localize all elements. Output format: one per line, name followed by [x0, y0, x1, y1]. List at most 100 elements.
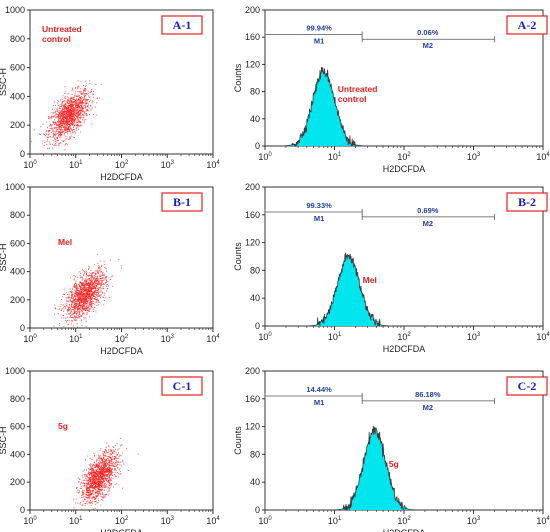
- scatter-dot: [99, 260, 101, 262]
- scatter-dot: [74, 125, 75, 127]
- scatter-dot: [71, 297, 73, 299]
- scatter-dot: [88, 474, 90, 476]
- scatter-dot: [94, 279, 96, 281]
- scatter-dot: [108, 471, 109, 473]
- scatter-dot: [60, 127, 62, 129]
- scatter-dot: [83, 304, 85, 306]
- scatter-dot: [62, 124, 63, 126]
- scatter-dot: [97, 484, 98, 485]
- scatter-dot: [56, 141, 58, 143]
- scatter-dot: [85, 105, 86, 107]
- scatter-dot: [110, 457, 112, 459]
- scatter-dot: [92, 279, 94, 281]
- scatter-dot: [67, 309, 69, 311]
- scatter-dot: [62, 123, 64, 125]
- histogram-fill: [300, 252, 398, 326]
- scatter-dot: [72, 119, 73, 121]
- scatter-dot: [87, 496, 89, 498]
- scatter-dot: [62, 102, 63, 104]
- scatter-dot: [125, 448, 127, 450]
- scatter-dot: [73, 499, 75, 501]
- scatter-dot: [108, 481, 110, 483]
- scatter-dot: [85, 113, 87, 115]
- scatter-dot: [83, 474, 85, 476]
- scatter-dot: [61, 131, 63, 133]
- scatter-dot: [80, 293, 82, 295]
- scatter-dot: [137, 453, 139, 455]
- scatter-dot: [72, 105, 74, 107]
- scatter-dot: [67, 128, 69, 130]
- scatter-dot: [96, 102, 98, 104]
- scatter-dot: [77, 311, 79, 313]
- scatter-dot: [107, 471, 108, 473]
- gate-name: M2: [423, 403, 433, 412]
- scatter-dot: [77, 489, 79, 491]
- scatter-dot: [70, 104, 72, 106]
- scatter-dot: [101, 466, 103, 468]
- scatter-dot: [71, 323, 72, 325]
- scatter-dot: [89, 293, 91, 295]
- scatter-dot: [80, 131, 82, 133]
- scatter-dot: [42, 143, 44, 145]
- scatter-dot: [104, 454, 106, 456]
- scatter-dot: [101, 265, 103, 267]
- scatter-dot: [96, 97, 98, 99]
- scatter-dot: [109, 479, 110, 481]
- scatter-dot: [91, 470, 93, 471]
- scatter-dot: [87, 294, 89, 296]
- scatter-dot: [73, 114, 75, 116]
- scatter-dot: [108, 470, 110, 472]
- scatter-dot: [67, 122, 69, 124]
- scatter-dot: [61, 133, 62, 135]
- scatter-dot: [65, 116, 67, 118]
- scatter-dot: [82, 101, 84, 103]
- scatter-dot: [112, 461, 114, 463]
- scatter-dot: [90, 306, 92, 308]
- scatter-dot: [62, 109, 64, 111]
- scatter-dot: [94, 298, 96, 299]
- scatter-dot: [97, 296, 98, 298]
- scatter-dot: [56, 133, 58, 135]
- scatter-annotation: Mel: [58, 237, 72, 247]
- scatter-dot: [65, 108, 67, 110]
- scatter-dot: [91, 281, 93, 283]
- scatter-dot: [95, 294, 97, 296]
- scatter-dot: [119, 468, 121, 470]
- scatter-dot: [82, 283, 84, 285]
- scatter-dot: [67, 103, 69, 105]
- scatter-dot: [102, 493, 103, 495]
- scatter-dot: [122, 487, 124, 489]
- scatter-dot: [115, 461, 117, 463]
- scatter-dot: [93, 282, 95, 284]
- scatter-dot: [85, 99, 87, 101]
- scatter-dot: [79, 292, 81, 294]
- scatter-dot: [57, 135, 59, 137]
- scatter-dot: [88, 473, 90, 475]
- scatter-dot: [74, 99, 76, 100]
- scatter-dot: [106, 277, 108, 279]
- scatter-dot: [59, 129, 61, 130]
- scatter-dot: [103, 466, 105, 468]
- scatter-dot: [81, 110, 83, 112]
- scatter-dot: [73, 312, 75, 314]
- scatter-dot: [80, 99, 82, 101]
- scatter-dot: [75, 115, 77, 116]
- scatter-dot: [118, 456, 120, 458]
- scatter-dot: [97, 479, 99, 481]
- scatter-dot: [84, 95, 86, 97]
- scatter-dot: [82, 494, 84, 496]
- scatter-dot: [68, 114, 70, 116]
- scatter-dot: [65, 124, 67, 126]
- scatter-dot: [47, 136, 49, 138]
- scatter-dot: [84, 483, 85, 484]
- scatter-dot: [102, 457, 104, 459]
- scatter-dot: [68, 295, 70, 297]
- scatter-dot: [57, 313, 59, 314]
- scatter-dot: [75, 106, 77, 108]
- scatter-dot: [105, 477, 107, 479]
- scatter-dot: [87, 108, 89, 110]
- scatter-dot: [85, 109, 87, 111]
- scatter-dot: [92, 481, 94, 483]
- scatter-dot: [61, 121, 63, 123]
- scatter-dot: [79, 103, 81, 104]
